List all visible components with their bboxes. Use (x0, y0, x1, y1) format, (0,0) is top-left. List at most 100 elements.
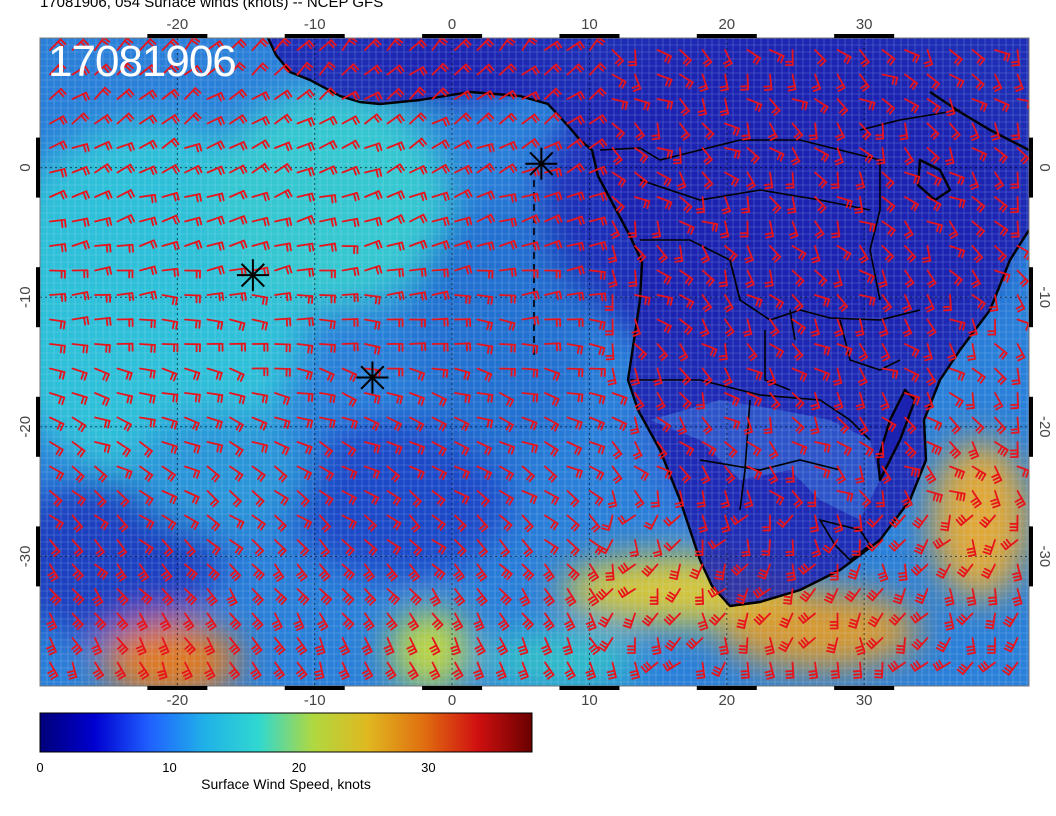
wind-barb (926, 171, 942, 187)
wind-barb (1000, 538, 1019, 551)
wind-barb (94, 317, 112, 327)
wind-barb (184, 294, 201, 304)
wind-barb (364, 91, 383, 101)
wind-barb (319, 194, 337, 204)
wind-barb (656, 73, 673, 88)
wind-barb (454, 367, 471, 381)
wind-barb (364, 113, 383, 125)
wind-barb (768, 441, 779, 460)
wind-barb (971, 294, 986, 311)
wind-barb (543, 612, 555, 631)
wind-barb (184, 165, 203, 175)
wind-barb (598, 539, 614, 555)
wind-barb (949, 171, 965, 186)
wind-barb (274, 514, 287, 532)
frame-tick-right (1029, 396, 1033, 457)
wind-barb (454, 318, 472, 328)
wind-barb (319, 465, 334, 481)
wind-barb (454, 188, 473, 199)
wind-barb (656, 441, 668, 460)
wind-barb (904, 441, 917, 459)
wind-barb (184, 318, 201, 329)
wind-barb (454, 294, 471, 305)
wind-barb (814, 367, 830, 382)
wind-barb (429, 661, 441, 680)
lat-tick-label: 0 (17, 163, 34, 171)
wind-barb (762, 514, 771, 532)
wind-barb (887, 660, 906, 673)
wind-barb (971, 49, 986, 66)
map-title: 17081906, 054 Surface winds (knots) -- N… (40, 0, 384, 11)
wind-barb (341, 245, 359, 255)
wind-barb (184, 563, 198, 581)
wind-barb (544, 214, 563, 224)
wind-barb (341, 465, 358, 480)
wind-barb (724, 122, 741, 137)
wind-barb (811, 539, 821, 558)
wind-barb (656, 269, 672, 285)
wind-barb (116, 465, 133, 480)
wind-barb (564, 612, 576, 631)
wind-barb (409, 191, 428, 202)
wind-barb (544, 539, 559, 555)
wind-barb (763, 416, 773, 435)
wind-barb (184, 465, 201, 479)
wind-barb (566, 162, 585, 174)
wind-barb (364, 216, 383, 227)
wind-barb (790, 147, 801, 166)
wind-barb (116, 416, 132, 432)
wind-barb (49, 168, 68, 178)
wind-barb (852, 661, 863, 679)
wind-barb (949, 416, 961, 435)
wind-barb (251, 514, 266, 531)
wind-barb (944, 612, 955, 631)
frame-tick-bottom (559, 686, 620, 690)
wind-barb (901, 490, 913, 509)
wind-barb (665, 588, 681, 603)
wind-barb (669, 563, 681, 581)
wind-barb (994, 98, 1010, 113)
wind-barb (139, 441, 153, 458)
wind-barb (689, 563, 704, 580)
wind-barb (431, 216, 450, 227)
wind-barb (409, 239, 428, 250)
wind-barb (226, 588, 238, 607)
wind-barb (71, 367, 88, 381)
wind-barb (757, 563, 771, 580)
wind-barb (643, 514, 659, 530)
wind-barb (454, 441, 470, 456)
frame-tick-left (36, 267, 40, 328)
wind-barb (296, 465, 312, 481)
wind-barb (904, 416, 917, 435)
wind-barb (116, 62, 134, 76)
wind-barb (746, 367, 763, 381)
wind-barb (251, 115, 270, 126)
wind-barb (650, 490, 660, 508)
wind-barb (544, 141, 563, 151)
wind-barb (874, 661, 884, 679)
wind-barb (476, 490, 490, 507)
wind-barb (521, 316, 540, 326)
wind-barb (786, 73, 797, 92)
wind-barb (859, 269, 875, 284)
wind-barb (791, 343, 804, 361)
wind-barb (911, 637, 929, 651)
wind-barb (543, 563, 555, 582)
wind-barb (137, 661, 150, 680)
wind-barb (139, 490, 154, 506)
lon-tick-label: -20 (167, 16, 189, 33)
wind-barb (229, 62, 246, 76)
west-africa-coast (266, 38, 1029, 608)
wind-barb (768, 465, 779, 484)
wind-barb (778, 637, 794, 653)
wind-barb (663, 514, 681, 527)
wind-barb (741, 122, 751, 141)
wind-barb (721, 196, 731, 215)
wind-barb (724, 294, 734, 313)
wind-barb (743, 416, 753, 435)
wind-barb (1002, 661, 1019, 676)
wind-barb (49, 243, 67, 253)
wind-barb (454, 139, 473, 150)
wind-barb (49, 140, 68, 150)
wind-barb (855, 465, 865, 484)
